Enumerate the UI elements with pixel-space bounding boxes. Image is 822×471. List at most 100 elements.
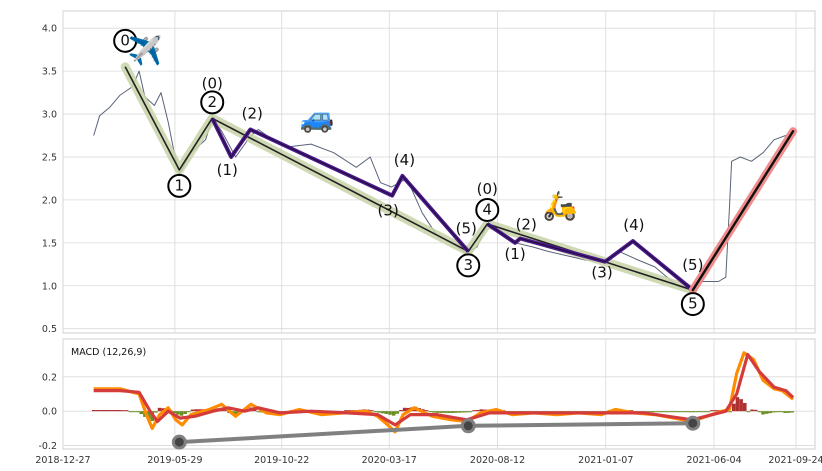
macd-histogram-bar bbox=[779, 411, 784, 413]
macd-histogram-bar bbox=[468, 411, 473, 413]
price-line bbox=[93, 70, 794, 291]
x-tick-label: 2021-01-07 bbox=[578, 455, 633, 466]
y-tick-label: 3.0 bbox=[42, 110, 57, 121]
macd-histogram-bar bbox=[713, 410, 718, 412]
macd-histogram-bar bbox=[472, 410, 476, 412]
macd-histogram-bar bbox=[95, 409, 100, 412]
x-tick-label: 2018-12-27 bbox=[35, 455, 90, 466]
macd-histogram-bar bbox=[651, 411, 656, 413]
macd-histogram-bar bbox=[647, 411, 652, 413]
macd-histogram-bar bbox=[344, 410, 348, 412]
macd-histogram-bar bbox=[658, 411, 663, 413]
macd-histogram-bar bbox=[662, 411, 667, 413]
macd-histogram-bar bbox=[369, 410, 374, 412]
macd-histogram-bar bbox=[446, 411, 451, 413]
macd-histogram-bar bbox=[154, 411, 158, 413]
macd-y-tick-label: -0.2 bbox=[38, 441, 57, 452]
subwave-core-line bbox=[487, 223, 694, 291]
macd-histogram-bar bbox=[157, 407, 162, 412]
macd-histogram-bar bbox=[128, 411, 133, 413]
macd-y-tick-label: 0.0 bbox=[42, 407, 57, 418]
macd-histogram-bar bbox=[347, 410, 352, 412]
emoji-icon: 🚙 bbox=[300, 101, 335, 134]
y-tick-label: 1.0 bbox=[42, 281, 57, 292]
macd-histogram-bar bbox=[435, 411, 440, 413]
macd-histogram-bar bbox=[102, 409, 107, 412]
macd-histogram-bar bbox=[432, 411, 436, 413]
signal-line bbox=[93, 352, 795, 427]
macd-histogram-bar bbox=[457, 411, 462, 413]
macd-histogram-bar bbox=[710, 410, 714, 412]
macd-histogram-bar bbox=[428, 411, 433, 413]
macd-histogram-bar bbox=[161, 408, 166, 412]
macd-histogram-bar bbox=[764, 411, 769, 414]
y-tick-label: 3.5 bbox=[42, 67, 57, 78]
x-tick-label: 2019-10-22 bbox=[254, 455, 309, 466]
macd-histogram-bar bbox=[728, 411, 732, 413]
macd-histogram-bar bbox=[669, 411, 674, 413]
macd-histogram-bar bbox=[688, 411, 692, 413]
macd-histogram-bar bbox=[790, 411, 795, 413]
macd-histogram-bar bbox=[680, 411, 685, 413]
macd-y-tick-label: 0.2 bbox=[42, 372, 57, 383]
macd-histogram-bar bbox=[135, 411, 140, 413]
macd-plot-area bbox=[62, 338, 816, 450]
macd-histogram-bar bbox=[146, 411, 151, 419]
macd-histogram-bar bbox=[399, 410, 403, 412]
subwave-label: (0) bbox=[202, 74, 223, 92]
subwave-label: (1) bbox=[504, 245, 525, 263]
subwave-label: (5) bbox=[456, 219, 477, 237]
macd-histogram-bar bbox=[746, 411, 751, 413]
wave-label-circle bbox=[680, 292, 705, 317]
macd-histogram-bar bbox=[666, 411, 670, 413]
macd-histogram-bar bbox=[753, 409, 758, 412]
wave-label: 4 bbox=[483, 200, 493, 218]
macd-histogram-bar bbox=[742, 402, 747, 412]
y-tick-label: 4.0 bbox=[42, 24, 57, 35]
x-tick-label: 2020-03-17 bbox=[362, 455, 417, 466]
macd-histogram-bar bbox=[172, 411, 176, 414]
wave-label-circle bbox=[475, 197, 500, 222]
macd-histogram-bar bbox=[424, 410, 429, 412]
macd-histogram-bar bbox=[190, 409, 195, 412]
y-tick-label: 2.0 bbox=[42, 195, 57, 206]
macd-histogram-bar bbox=[395, 411, 400, 414]
macd-panel: -0.2 0.0 0.2 MACD (12,26,9) bbox=[38, 338, 816, 452]
macd-histogram-bar bbox=[132, 411, 136, 413]
macd-histogram-bar bbox=[684, 411, 689, 413]
macd-histogram-bar bbox=[706, 411, 710, 413]
x-axis: 2018-12-27 2019-05-29 2019-10-22 2020-03-17… bbox=[35, 455, 822, 466]
macd-histogram-bar bbox=[695, 411, 700, 413]
macd-histogram-bar bbox=[775, 411, 780, 413]
macd-histogram-bar bbox=[475, 409, 480, 412]
macd-histogram-bar bbox=[655, 411, 659, 413]
subwave-label: (5) bbox=[682, 256, 703, 274]
macd-trend-marker bbox=[171, 434, 187, 450]
macd-histogram-bar bbox=[197, 409, 202, 412]
macd-histogram-bar bbox=[673, 411, 678, 413]
macd-histogram-bar bbox=[91, 409, 96, 412]
macd-histogram-bar bbox=[479, 409, 484, 412]
macd-histogram-bar bbox=[757, 411, 762, 413]
macd-histogram-bar bbox=[194, 409, 198, 412]
macd-histogram-bar bbox=[786, 411, 791, 413]
macd-histogram-bar bbox=[176, 411, 180, 415]
subwave-label: (1) bbox=[217, 161, 238, 179]
macd-histogram-bar bbox=[377, 411, 381, 413]
macd-histogram-bar bbox=[699, 411, 703, 413]
macd-histogram-bar bbox=[761, 411, 765, 415]
macd-histogram-bar bbox=[772, 411, 776, 413]
emoji-icon: 🛵 bbox=[543, 189, 578, 222]
macd-histogram-bar bbox=[234, 411, 239, 416]
subwave-core-line bbox=[211, 118, 469, 252]
macd-histogram-bar bbox=[443, 411, 447, 413]
macd-histogram-bar bbox=[384, 411, 389, 414]
x-tick-label: 2020-08-12 bbox=[470, 455, 525, 466]
macd-histogram-bar bbox=[461, 411, 465, 413]
price-plot-area bbox=[62, 10, 816, 334]
macd-trend-marker bbox=[685, 415, 701, 431]
macd-histogram-bar bbox=[691, 411, 696, 413]
macd-histogram-bar bbox=[768, 411, 773, 414]
macd-title: MACD (12,26,9) bbox=[71, 347, 146, 358]
